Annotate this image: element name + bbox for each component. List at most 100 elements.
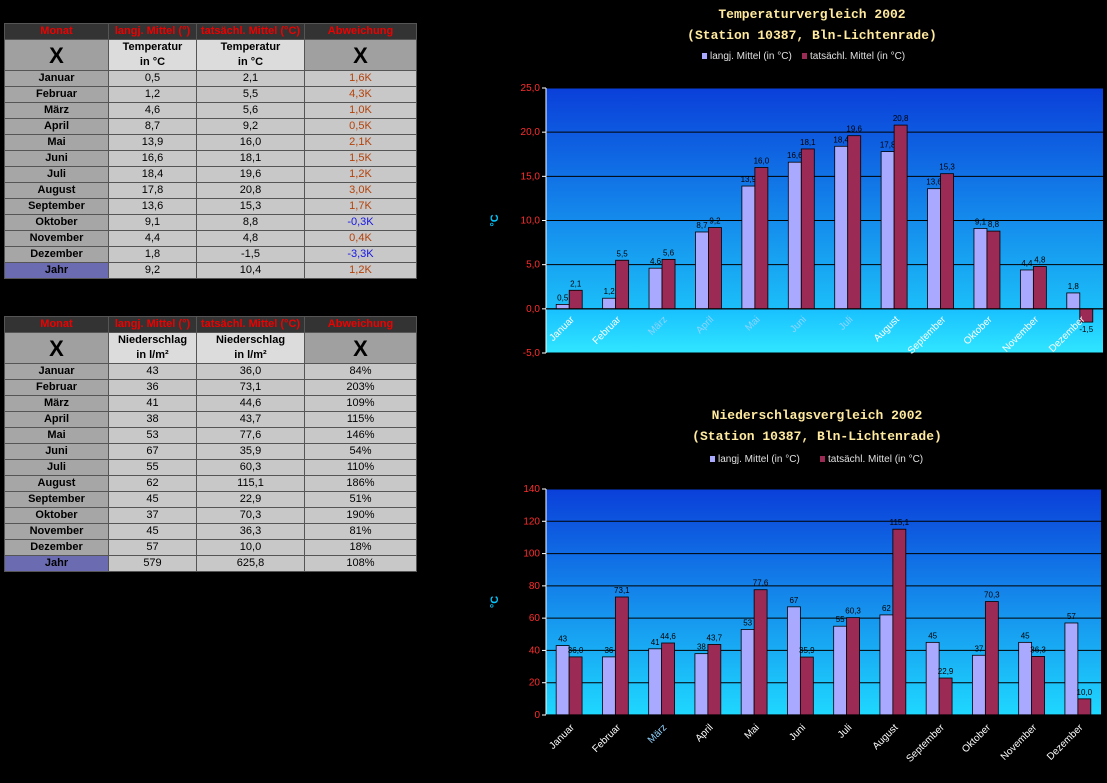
data-label: 53: [743, 618, 752, 627]
y-tick-label: 140: [523, 484, 540, 495]
actual-mean-cell: 18,1: [196, 150, 305, 167]
bar: [984, 601, 999, 716]
month-cell: Januar: [4, 363, 109, 380]
data-label: 22,9: [938, 667, 954, 676]
y-axis-label: °C: [489, 214, 501, 226]
bar: [694, 653, 709, 716]
month-cell: Mai: [4, 134, 109, 151]
actual-mean-cell: 10,0: [196, 539, 305, 556]
y-tick-label: 0,0: [526, 304, 540, 315]
table-row: April 8,7 9,2 0,5K: [4, 118, 417, 135]
precipitation-table-subheader: X Niederschlag Niederschlag X: [4, 332, 417, 364]
data-label: 45: [928, 631, 937, 640]
bar: [787, 606, 801, 716]
bar: [879, 614, 894, 716]
deviation-cell: 1,2K: [304, 166, 417, 183]
deviation-cell: 2,1K: [304, 134, 417, 151]
data-label: 36,0: [568, 646, 584, 655]
longterm-mean-cell: 38: [108, 411, 197, 428]
x-marker: X: [4, 39, 109, 71]
data-label: 70,3: [984, 591, 1000, 600]
data-label: 60,3: [845, 607, 861, 616]
y-tick-label: 5,0: [526, 260, 540, 271]
bar: [1031, 656, 1045, 716]
bar: [568, 656, 583, 716]
actual-mean-cell: 70,3: [196, 507, 305, 524]
deviation-cell: -3,3K: [304, 246, 417, 263]
chart-title: Temperaturvergleich 2002: [718, 7, 905, 22]
table-row: März 4,6 5,6 1,0K: [4, 102, 417, 119]
data-label: 4,8: [1034, 255, 1046, 264]
table-row: Januar 0,5 2,1 1,6K: [4, 70, 417, 87]
longterm-mean-cell: 13,6: [108, 198, 197, 215]
table-row: Juli 55 60,3 110%: [4, 459, 417, 476]
bar: [880, 151, 895, 310]
bar: [986, 230, 1001, 310]
table-row: Dezember 1,8 -1,5 -3,3K: [4, 246, 417, 263]
precipitation-table-header: Monat langj. Mittel (°) tatsächl. Mittel…: [4, 316, 417, 333]
bar: [661, 258, 676, 310]
bar: [1066, 292, 1081, 310]
month-cell: Oktober: [4, 507, 109, 524]
longterm-mean-cell: 53: [108, 427, 197, 444]
month-cell: Januar: [4, 70, 109, 87]
table-row: September 45 22,9 51%: [4, 491, 417, 508]
actual-mean-cell: 22,9: [196, 491, 305, 508]
data-label: 17,8: [880, 141, 896, 150]
subheader-unit: in l/m²: [196, 348, 305, 364]
header-deviation: Abweichung: [304, 23, 417, 40]
data-label: 20,8: [893, 114, 909, 123]
header-actual-mean: tatsächl. Mittel (°C): [196, 23, 305, 40]
table-row: Oktober 9,1 8,8 -0,3K: [4, 214, 417, 231]
table-row: November 45 36,3 81%: [4, 523, 417, 540]
plot-area: [546, 489, 1101, 715]
month-cell: November: [4, 523, 109, 540]
longterm-mean-cell: 579: [108, 555, 197, 572]
month-cell: Oktober: [4, 214, 109, 231]
data-label: 9,1: [975, 217, 987, 226]
actual-mean-cell: 73,1: [196, 379, 305, 396]
precipitation-table: Monat langj. Mittel (°) tatsächl. Mittel…: [4, 316, 417, 572]
longterm-mean-cell: 43: [108, 363, 197, 380]
data-label: 36,3: [1030, 645, 1046, 654]
bar: [1064, 622, 1079, 716]
y-tick-label: 120: [523, 516, 540, 527]
month-cell: April: [4, 411, 109, 428]
bar: [754, 167, 769, 310]
y-tick-label: 15,0: [521, 171, 541, 182]
subheader-quantity: Temperatur: [108, 39, 197, 55]
data-label: 55: [836, 615, 845, 624]
longterm-mean-cell: 55: [108, 459, 197, 476]
table-row: Mai 53 77,6 146%: [4, 427, 417, 444]
bar: [661, 642, 675, 716]
chart-subtitle: (Station 10387, Bln-Lichtenrade): [692, 429, 942, 444]
longterm-mean-cell: 57: [108, 539, 197, 556]
deviation-cell: 1,7K: [304, 198, 417, 215]
bar: [602, 656, 616, 716]
y-tick-label: 20,0: [521, 127, 541, 138]
month-cell: Juni: [4, 443, 109, 460]
actual-mean-cell: 35,9: [196, 443, 305, 460]
legend-entry: tatsächl. Mittel (in °C): [810, 51, 905, 62]
deviation-cell: 81%: [304, 523, 417, 540]
temperature-table-subheader-units: in °C in °C: [5, 55, 417, 71]
table-row: März 41 44,6 109%: [4, 395, 417, 412]
deviation-cell: 0,5K: [304, 118, 417, 135]
data-label: 62: [882, 604, 891, 613]
x-marker: X: [304, 39, 417, 71]
data-label: 18,1: [800, 138, 816, 147]
x-marker: X: [304, 332, 417, 364]
bar: [787, 161, 802, 310]
temperature-chart: Temperaturvergleich 2002 (Station 10387, …: [470, 0, 1107, 380]
longterm-mean-cell: 9,1: [108, 214, 197, 231]
actual-mean-cell: 4,8: [196, 230, 305, 247]
temperature-table-header: Monat langj. Mittel (°) tatsächl. Mittel…: [4, 23, 417, 40]
actual-mean-cell: 36,0: [196, 363, 305, 380]
longterm-mean-cell: 17,8: [108, 182, 197, 199]
legend-entry: langj. Mittel (in °C): [718, 454, 800, 465]
deviation-cell: 146%: [304, 427, 417, 444]
legend-swatch: [820, 456, 825, 462]
precipitation-chart-svg: Niederschlagsvergleich 2002 (Station 1038…: [489, 408, 1101, 765]
data-label: 1,2: [604, 287, 616, 296]
legend-swatch: [802, 53, 807, 59]
